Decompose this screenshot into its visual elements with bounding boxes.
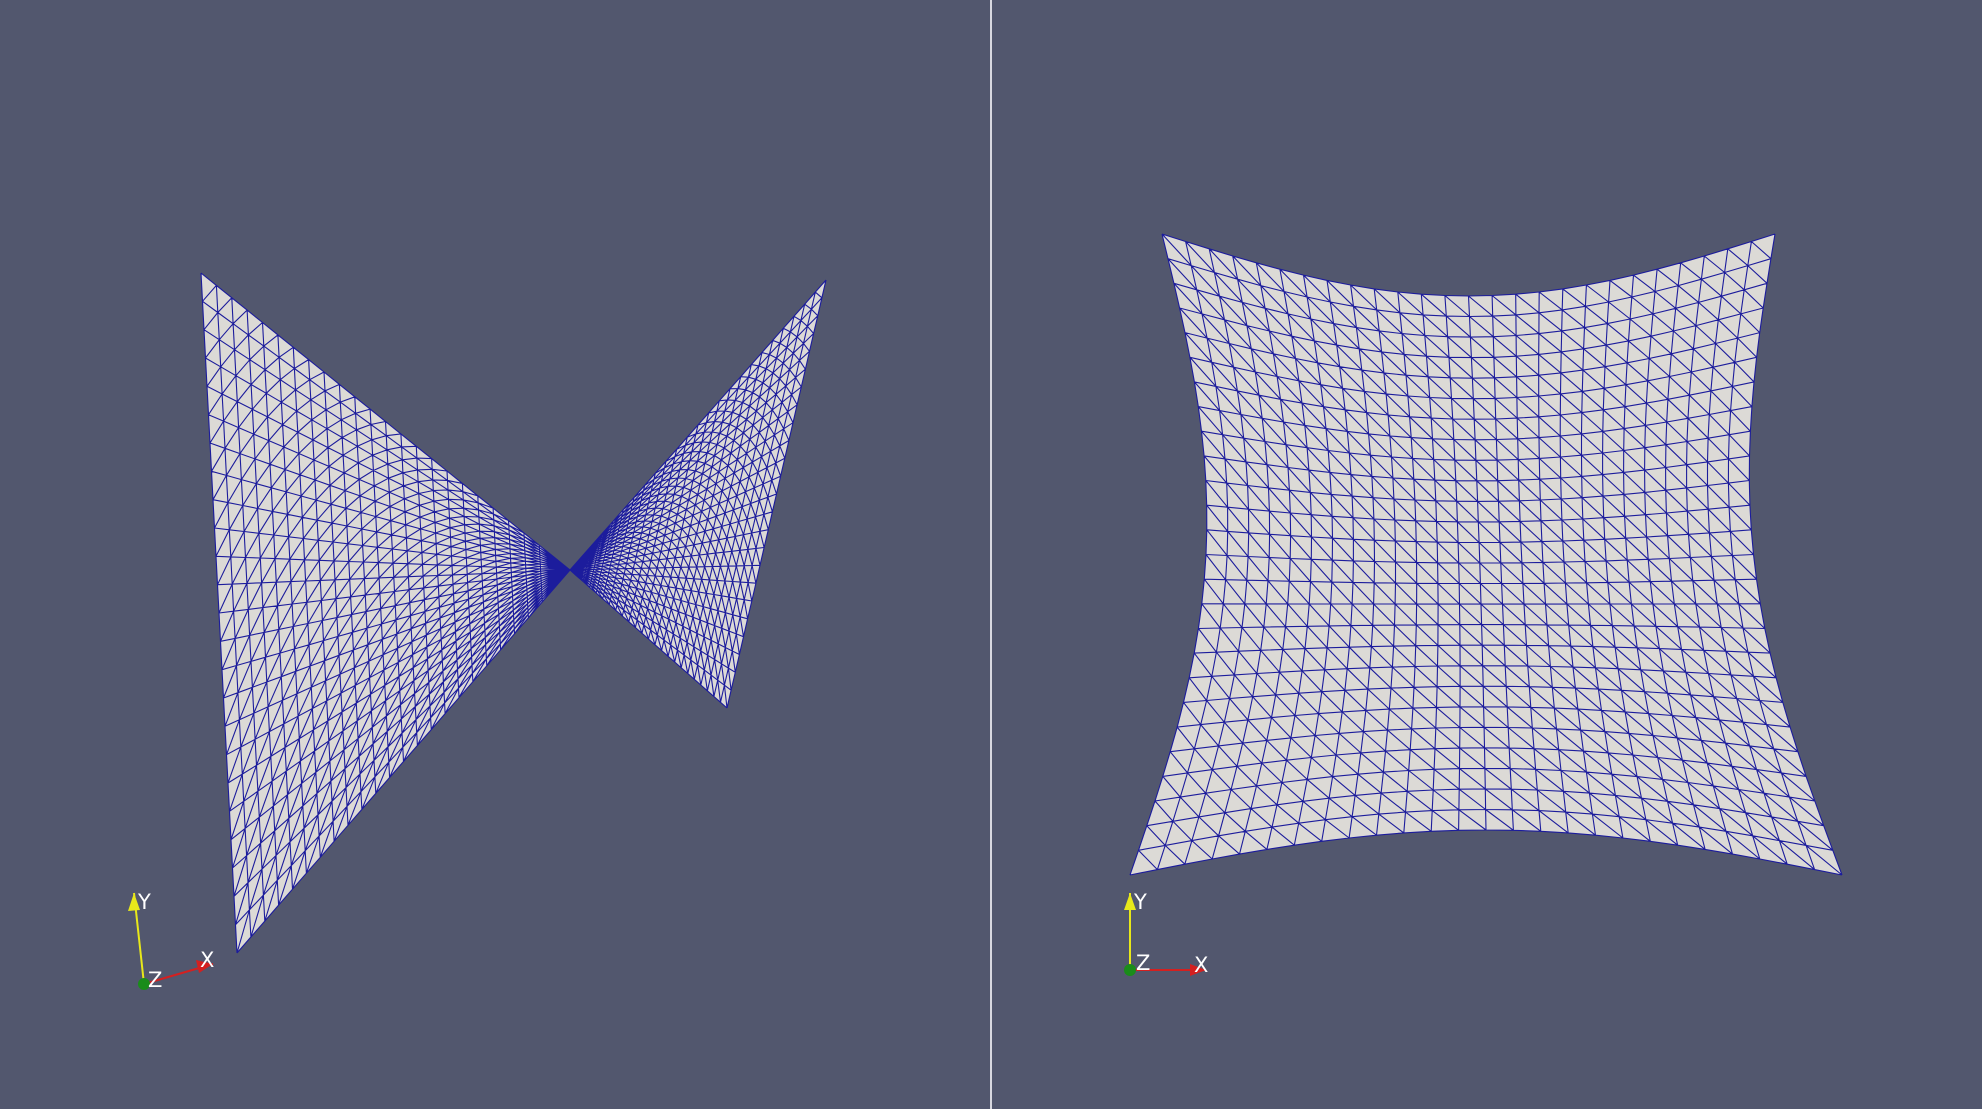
- mesh-wireframe: [1129, 233, 1843, 876]
- y-axis-arrow-icon: [1124, 893, 1136, 910]
- x-axis-label: X: [1194, 953, 1208, 977]
- orientation-axes-left: Y X Z: [128, 890, 214, 992]
- saddle-left-lobe: [200, 272, 571, 954]
- z-axis-dot-icon: [1124, 964, 1136, 976]
- render-view-right[interactable]: Y X Z: [992, 0, 1982, 1109]
- x-axis-arrow-icon: [196, 960, 213, 973]
- saddle-mesh-surface: [200, 272, 827, 954]
- render-view-left[interactable]: Y X Z: [0, 0, 990, 1109]
- orientation-axes-right: Y X Z: [1124, 890, 1208, 977]
- z-axis-dot-icon: [138, 978, 150, 990]
- x-axis-arrow-icon: [1190, 964, 1206, 976]
- x-axis-label: X: [200, 948, 214, 972]
- mesh-canvas-left[interactable]: Y X Z: [0, 0, 990, 1109]
- y-axis-label: Y: [1133, 890, 1147, 914]
- view-divider[interactable]: [990, 0, 992, 1109]
- mesh-wireframe: [200, 272, 571, 954]
- mesh-wireframe: [569, 279, 827, 709]
- y-axis-arrow-icon: [128, 893, 140, 911]
- y-axis-label: Y: [137, 890, 151, 914]
- z-axis-label: Z: [1136, 951, 1150, 975]
- flat-mesh-surface: [1129, 233, 1843, 876]
- mesh-fill: [201, 273, 570, 953]
- mesh-canvas-right[interactable]: Y X Z: [992, 0, 1982, 1109]
- z-axis-label: Z: [148, 968, 162, 992]
- saddle-right-lobe: [569, 279, 827, 709]
